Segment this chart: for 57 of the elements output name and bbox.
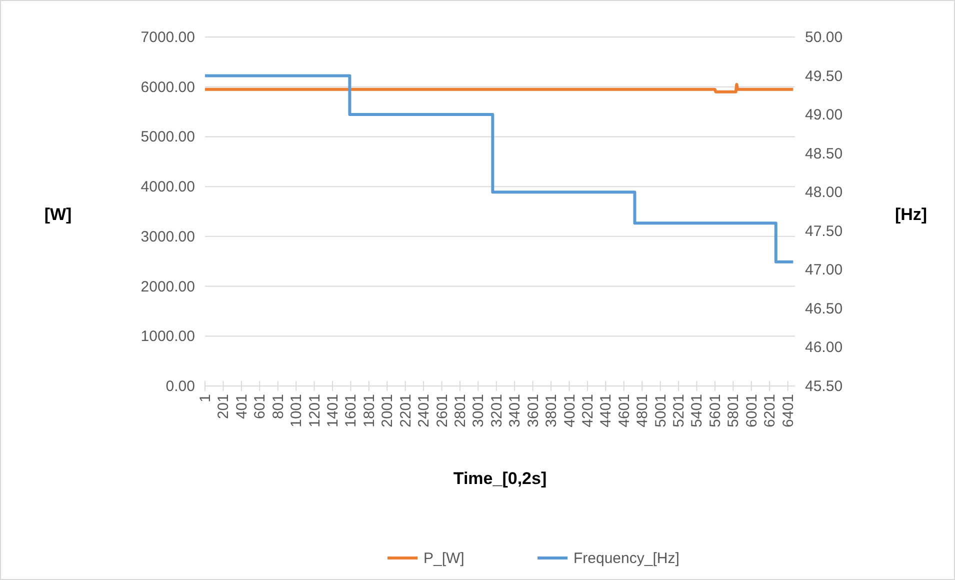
x-tick-label: 3601 xyxy=(524,394,542,428)
x-tick-label: 1401 xyxy=(324,394,342,428)
x-tick-label: 3001 xyxy=(470,394,488,428)
x-tick-label: 2401 xyxy=(416,394,433,428)
x-tick-label: 5601 xyxy=(706,394,724,428)
y-axis-title: [W] xyxy=(44,205,72,224)
x-tick-label: 1 xyxy=(197,394,214,402)
y-tick-label: 0.00 xyxy=(166,378,195,395)
x-tick-label: 801 xyxy=(270,394,287,420)
y2-tick-label: 48.00 xyxy=(805,184,843,202)
x-tick-label: 2801 xyxy=(452,394,469,428)
x-tick-label: 5401 xyxy=(688,394,706,428)
y2-tick-label: 45.50 xyxy=(805,378,843,395)
legend-label: P_[W] xyxy=(424,550,464,567)
legend-label: Frequency_[Hz] xyxy=(574,550,680,567)
y-tick-label: 7000.00 xyxy=(140,29,195,46)
x-tick-label: 6401 xyxy=(780,394,797,428)
x-tick-label: 5801 xyxy=(725,394,742,428)
y2-axis-title: [Hz] xyxy=(894,205,928,224)
y2-tick-label: 47.50 xyxy=(805,222,843,240)
x-tick-label: 1001 xyxy=(288,394,306,428)
y2-tick-label: 50.00 xyxy=(805,29,843,46)
y-tick-label: 6000.00 xyxy=(140,78,195,96)
x-tick-label: 3201 xyxy=(488,394,506,428)
x-tick-label: 4601 xyxy=(616,394,633,428)
x-axis-title: Time_[0,2s] xyxy=(453,469,547,488)
y2-tick-label: 46.00 xyxy=(805,339,843,356)
x-tick-label: 3801 xyxy=(543,394,560,428)
y-tick-label: 5000.00 xyxy=(140,128,195,146)
y-tick-label: 2000.00 xyxy=(140,278,195,296)
line-series xyxy=(204,74,795,264)
x-tick-label: 4401 xyxy=(598,394,615,428)
x-tick-label: 4001 xyxy=(561,394,578,428)
y2-tick-label: 46.50 xyxy=(805,300,843,318)
y-tick-label: 3000.00 xyxy=(140,228,195,246)
x-tick-label: 4801 xyxy=(634,394,652,428)
x-tick-label: 3401 xyxy=(506,394,524,428)
y2-tick-label: 47.00 xyxy=(805,262,843,279)
x-tick-label: 1201 xyxy=(306,394,324,428)
x-tick-label: 2001 xyxy=(379,394,396,428)
x-tick-label: 6001 xyxy=(743,394,760,428)
y2-tick-label: 49.50 xyxy=(805,68,843,85)
x-tick-label: 601 xyxy=(252,394,269,420)
x-tick-label: 5201 xyxy=(670,394,688,428)
x-tick-label: 2601 xyxy=(434,394,451,428)
x-tick-label: 201 xyxy=(215,394,232,420)
x-tick-label: 401 xyxy=(233,394,250,420)
x-tick-label: 6201 xyxy=(762,394,779,428)
y-tick-label: 4000.00 xyxy=(140,178,195,196)
y2-tick-label: 49.00 xyxy=(805,106,843,124)
x-tick-label: 5001 xyxy=(652,394,670,428)
x-tick-label: 1601 xyxy=(342,394,360,428)
x-tick-label: 2201 xyxy=(397,394,414,428)
y-tick-label: 1000.00 xyxy=(140,328,195,346)
x-tick-label: 4201 xyxy=(579,394,596,428)
y2-tick-label: 48.50 xyxy=(805,145,843,162)
x-tick-label: 1801 xyxy=(360,394,378,428)
